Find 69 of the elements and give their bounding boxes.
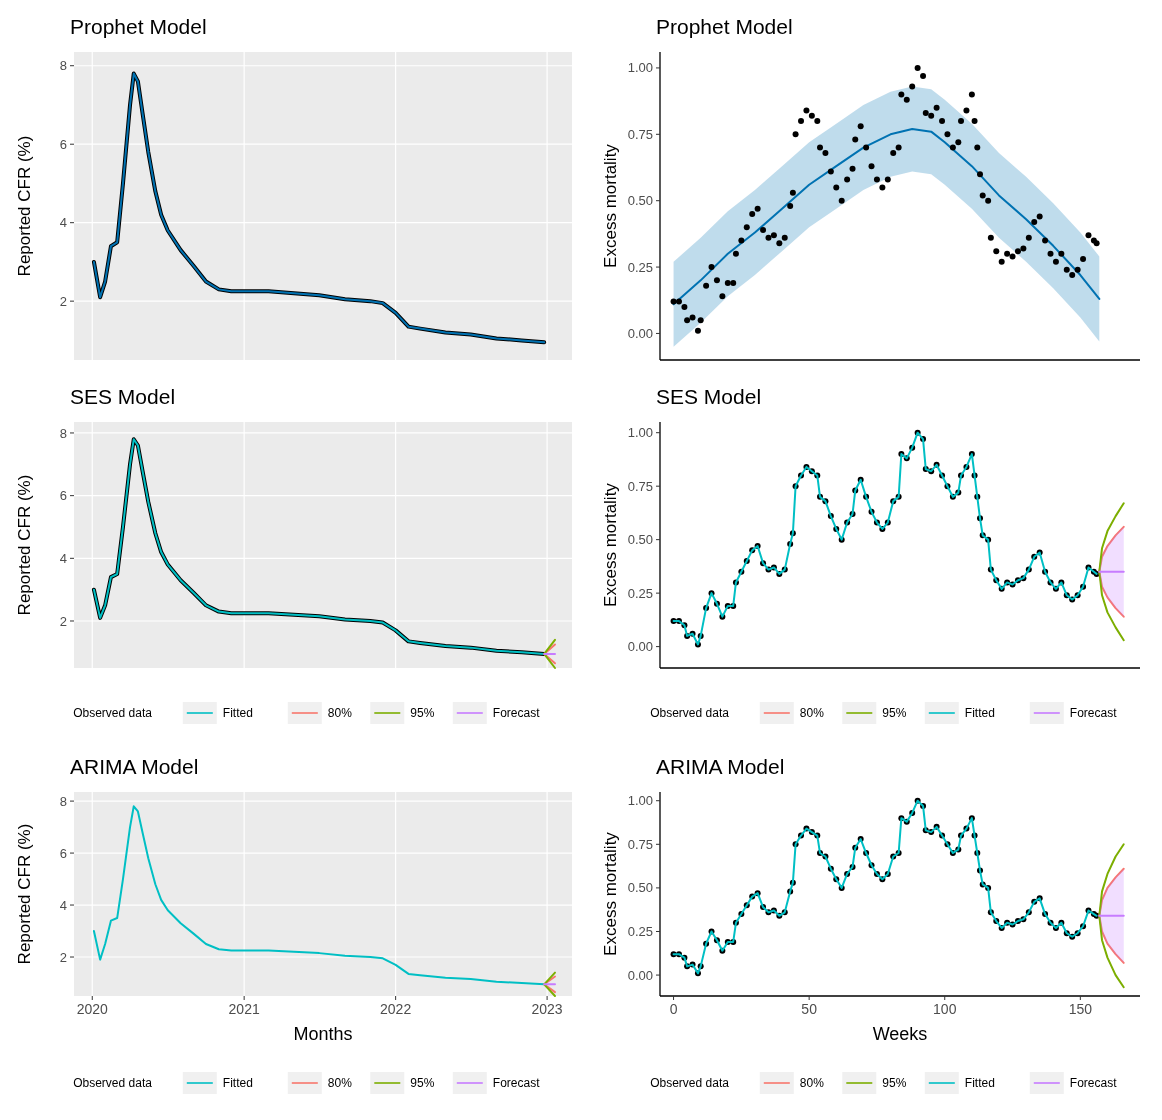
y-tick-label: 0.75 [627,126,653,142]
y-tick-label: 0.50 [627,532,653,548]
legend-title: Observed data [650,1076,730,1091]
y-tick-label: 6 [59,845,67,861]
legend-label: Forecast [1069,706,1118,721]
legend-title: Observed data [73,706,153,721]
y-tick-label: 0.75 [627,478,653,494]
x-tick-label: 150 [1068,1001,1093,1017]
y-tick-label: 8 [59,793,67,809]
y-axis-title: Excess mortality [601,831,620,956]
legend-label: Forecast [1069,1076,1118,1091]
y-axis-title: Reported CFR (%) [15,135,34,277]
y-tick-label: 4 [59,215,67,231]
legend-title: Observed data [73,1076,153,1091]
y-axis-title: Excess mortality [601,482,620,607]
y-tick-label: 1.00 [627,425,653,441]
chart-title: Prophet Model [656,15,793,38]
y-tick-label: 6 [59,136,67,152]
y-tick-label: 2 [59,293,67,309]
legend-label: 95% [410,1076,435,1091]
y-tick-label: 8 [59,425,67,441]
x-tick-label: 50 [801,1001,818,1017]
y-tick-label: 6 [59,488,67,504]
y-tick-label: 0.00 [627,967,653,983]
x-tick-label: 2023 [531,1001,563,1017]
legend-label: Forecast [492,1076,541,1091]
y-axis-title: Excess mortality [601,143,620,268]
chart-title: Prophet Model [70,15,207,38]
y-tick-label: 2 [59,613,67,629]
x-tick-label: 2022 [380,1001,412,1017]
legend-label: 80% [799,706,825,721]
y-tick-label: 4 [59,550,67,566]
legend-label: Fitted [964,706,995,721]
x-tick-label: 2020 [76,1001,109,1017]
y-tick-label: 0.50 [627,193,653,209]
x-axis-title: Weeks [872,1024,928,1044]
x-tick-label: 2021 [228,1001,260,1017]
y-tick-label: 1.00 [627,60,653,76]
y-tick-label: 0.75 [627,836,653,852]
legend-label: Fitted [222,1076,253,1091]
x-axis-title: Months [293,1024,353,1044]
y-tick-label: 2 [59,949,67,965]
legend-label: 95% [410,706,435,721]
legend-title: Observed data [650,706,730,721]
y-axis-title: Reported CFR (%) [15,474,34,616]
chart-title: SES Model [656,385,762,408]
chart-title: ARIMA Model [656,755,785,778]
legend-label: Fitted [222,706,253,721]
y-tick-label: 4 [59,897,67,913]
chart-title: ARIMA Model [70,755,199,778]
y-tick-label: 1.00 [627,793,653,809]
x-tick-label: 100 [933,1001,957,1017]
y-axis-title: Reported CFR (%) [15,823,34,965]
y-tick-label: 0.25 [627,585,653,601]
y-tick-label: 0.00 [627,326,653,341]
legend-label: 95% [882,1076,907,1091]
x-tick-label: 0 [669,1001,678,1017]
y-tick-label: 0.50 [627,880,653,896]
y-tick-label: 0.25 [627,924,653,940]
legend-label: Forecast [492,706,541,721]
legend-label: 95% [882,706,907,721]
legend-label: 80% [327,1076,353,1091]
chart-title: SES Model [70,385,176,408]
y-tick-label: 8 [59,58,67,74]
legend-label: 80% [327,706,353,721]
y-tick-label: 0.25 [627,259,653,275]
legend-label: Fitted [964,1076,995,1091]
legend-label: 80% [799,1076,825,1091]
y-tick-label: 0.00 [627,639,653,655]
